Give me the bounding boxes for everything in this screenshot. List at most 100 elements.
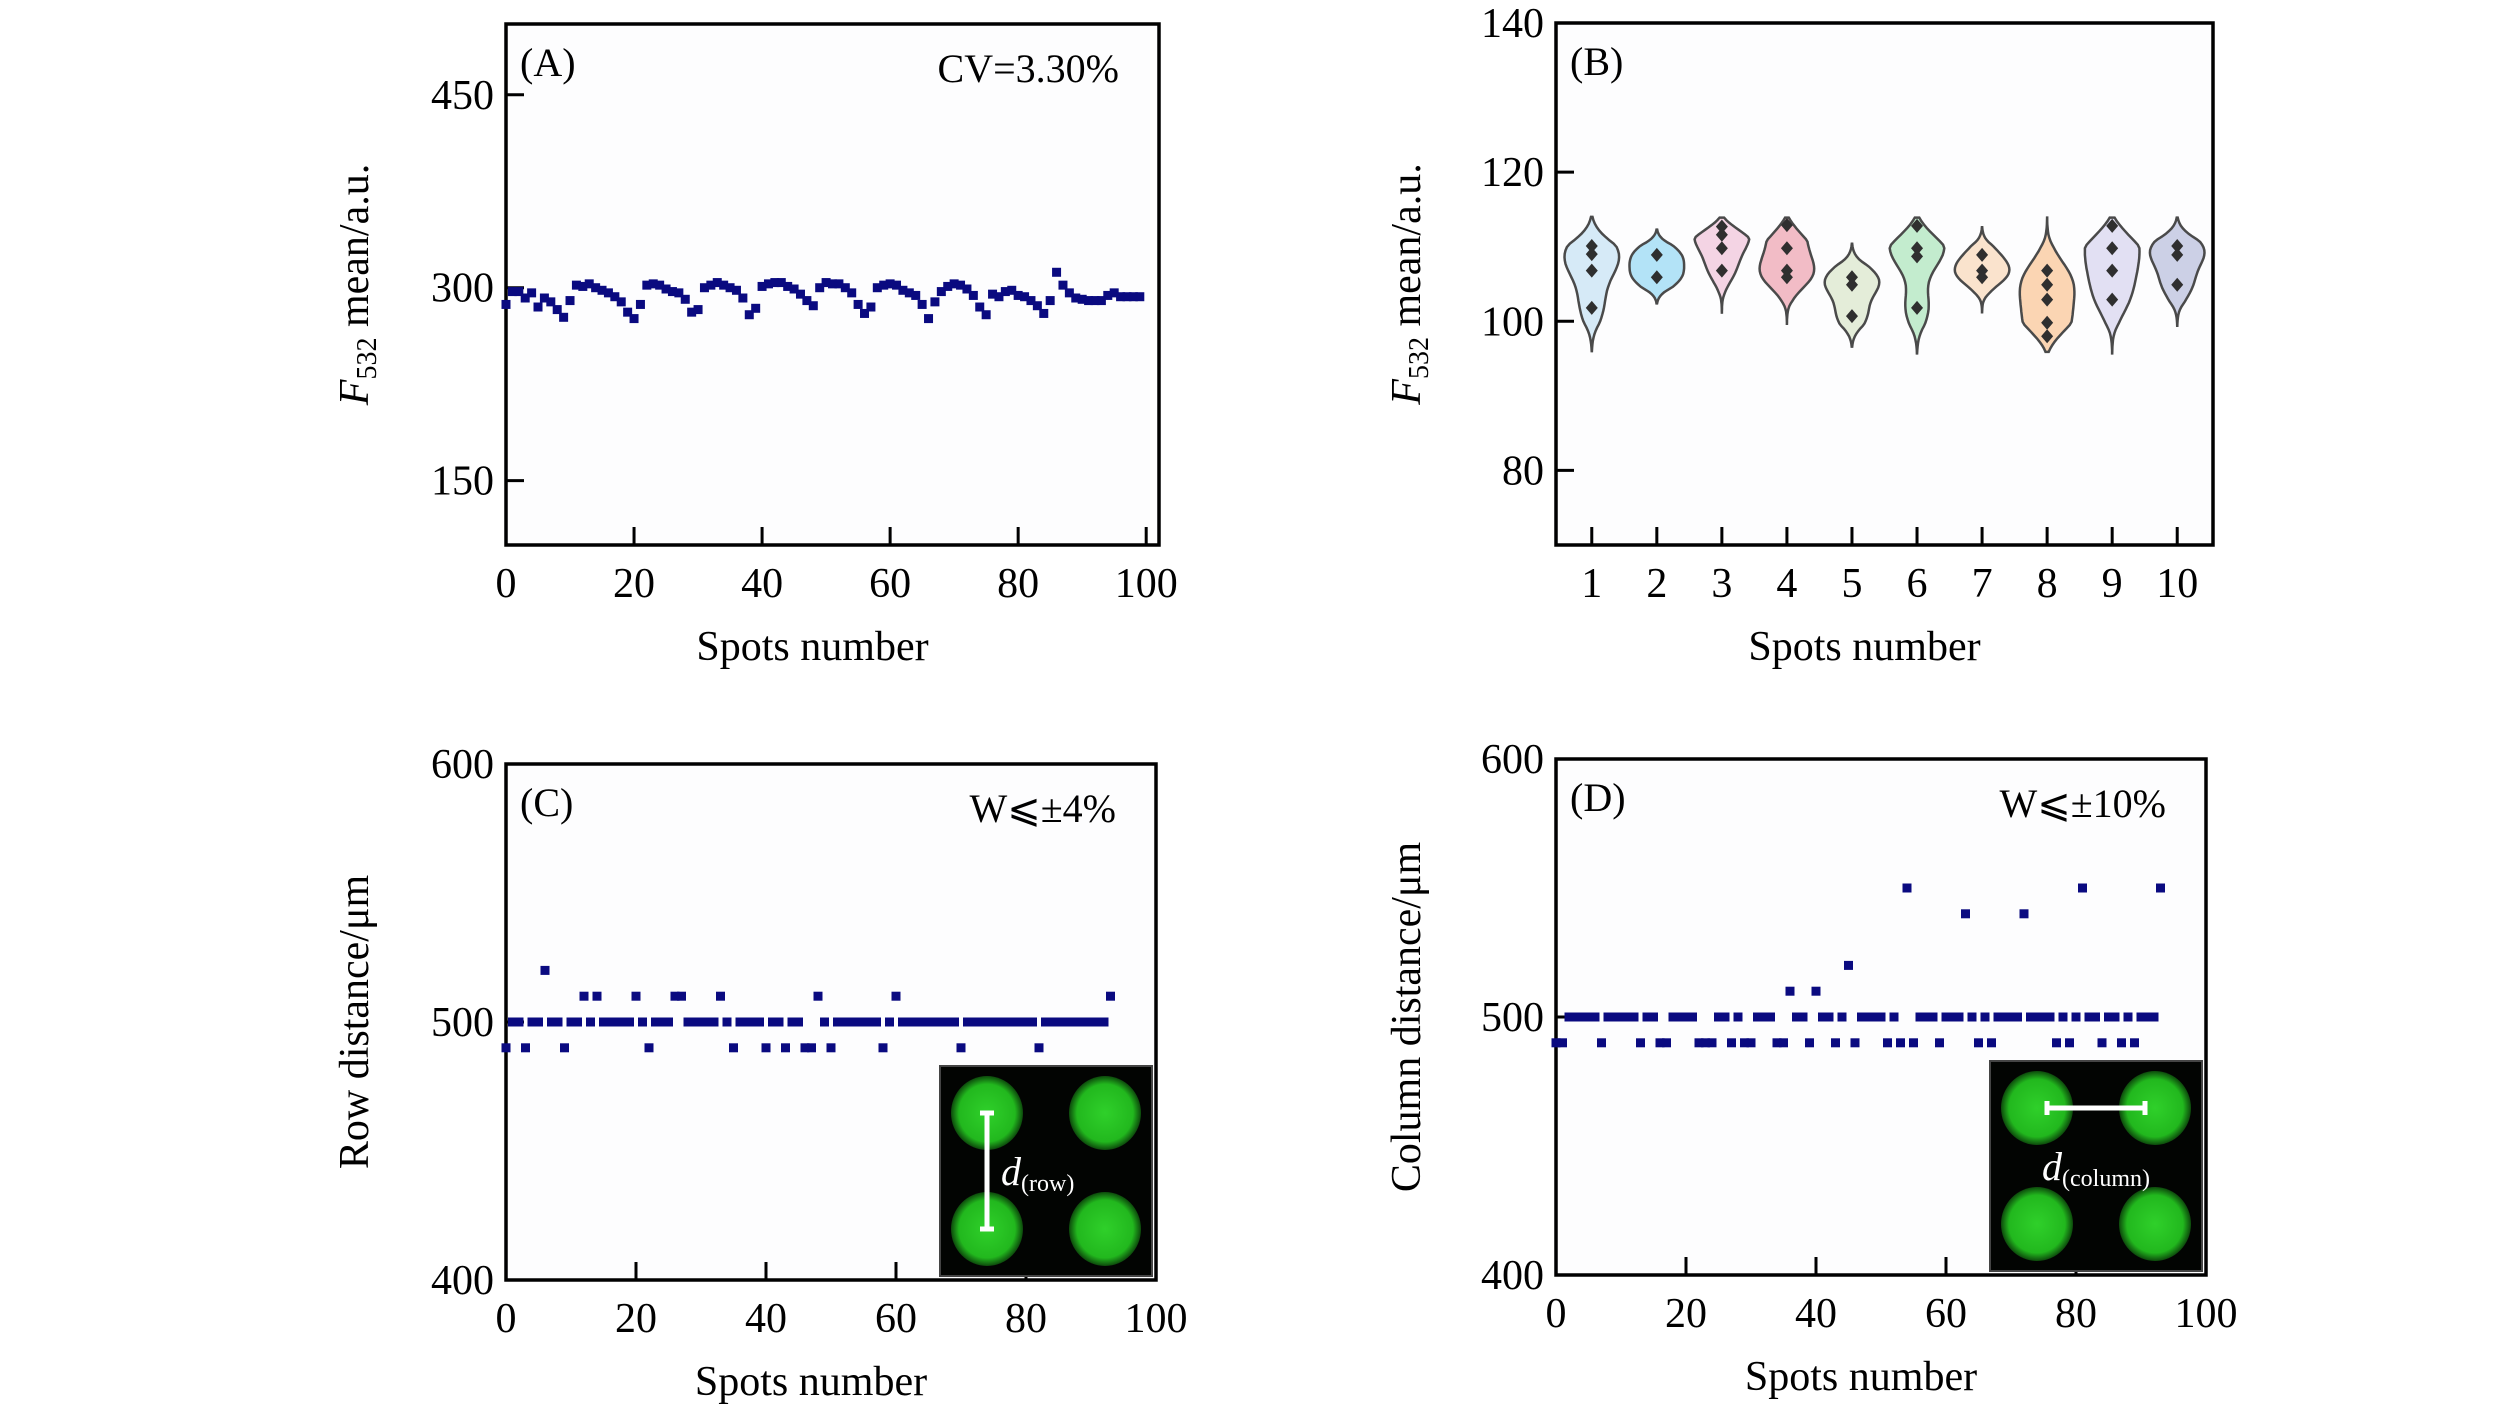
panel-label: (B) [1570, 39, 1623, 84]
data-point [904, 1017, 914, 1027]
data-point [2084, 1012, 2094, 1022]
panel-label: (C) [520, 780, 573, 825]
data-point [1974, 1038, 1983, 1048]
data-point [866, 302, 876, 312]
data-point [655, 280, 665, 290]
panel-d-column-distance-scatter: 400 500 600 0 20 40 60 80 100 d(column) Column dis… [1384, 737, 2238, 1400]
data-point [1008, 1017, 1018, 1027]
violin-data-point [1585, 238, 1598, 253]
x-tick-label: 8 [2037, 561, 2058, 607]
panel-label: (D) [1570, 775, 1626, 820]
data-point [2156, 883, 2165, 893]
data-point [1564, 1012, 1574, 1022]
data-point [1610, 1012, 1619, 1022]
data-point [963, 1017, 972, 1027]
data-point [995, 1017, 1005, 1027]
data-point [1857, 1012, 1866, 1022]
data-point [599, 1017, 608, 1027]
data-point [592, 991, 602, 1001]
data-point [1122, 292, 1132, 302]
y-tick-label: 400 [1481, 1253, 1544, 1299]
inset-label: d(row) [1001, 1149, 1074, 1197]
data-point [2045, 1012, 2055, 1022]
violin-7 [1953, 226, 2011, 314]
x-tick-label: 9 [2102, 561, 2123, 607]
data-point [1067, 1017, 1076, 1027]
data-point [1060, 1017, 1070, 1027]
inset-label-subscript: (row) [1021, 1171, 1074, 1197]
data-point [2052, 1038, 2061, 1048]
y-tick-label: 450 [431, 73, 494, 119]
data-point [1844, 960, 1853, 970]
violin-data-point [1780, 270, 1793, 285]
x-tick-label: 4 [1776, 561, 1797, 607]
data-point [1948, 1012, 1957, 1022]
data-point [1714, 1012, 1723, 1022]
x-tick-label: 40 [1795, 1291, 1837, 1337]
inset-microscopy-image: d(row) [939, 1065, 1153, 1277]
data-point [1064, 288, 1074, 298]
data-point [527, 288, 537, 298]
green-spot [2001, 1071, 2073, 1145]
data-point [1831, 1038, 1840, 1048]
data-point [1096, 296, 1106, 306]
data-point [761, 1043, 771, 1053]
data-point [936, 287, 946, 297]
data-point [742, 1017, 751, 1027]
data-point [573, 1017, 582, 1027]
data-point [2097, 1038, 2107, 1048]
data-point [610, 292, 620, 302]
data-point [748, 1017, 758, 1027]
data-point [1850, 1038, 1860, 1048]
data-point [1759, 1012, 1769, 1022]
data-point [1935, 1038, 1944, 1048]
y-tick-label: 600 [1481, 737, 1544, 783]
data-point [943, 281, 953, 291]
data-point [1084, 296, 1094, 306]
violin-data-point [2106, 263, 2119, 278]
violin-data-point [1585, 300, 1598, 315]
data-point [1688, 1012, 1697, 1022]
data-point [1052, 267, 1062, 277]
x-tick-label: 5 [1841, 561, 1862, 607]
data-point [768, 1017, 777, 1027]
data-point [1915, 1012, 1925, 1022]
violin-body [1823, 242, 1881, 348]
data-point [852, 1017, 862, 1027]
violin-data-point [1780, 218, 1793, 233]
data-point [612, 1017, 621, 1027]
data-point [744, 310, 754, 320]
violin-body [1888, 216, 1946, 355]
data-point [1032, 301, 1042, 311]
data-point [1837, 1012, 1847, 1022]
data-point [719, 280, 729, 290]
data-point [648, 279, 658, 289]
data-point [1870, 1012, 1879, 1022]
data-point [1954, 1012, 1964, 1022]
data-point [1993, 1012, 2003, 1022]
data-point [1798, 1012, 1808, 1022]
data-point [539, 293, 549, 303]
y-axis-title-symbol: F [1384, 379, 1430, 406]
violin-data-point [1911, 241, 1924, 256]
data-point [781, 1043, 790, 1053]
data-point [802, 296, 812, 306]
data-point [2091, 1012, 2100, 1022]
x-tick-label: 40 [745, 1296, 787, 1342]
data-point [1766, 1012, 1775, 1022]
annotation-text: CV=3.30% [938, 46, 1119, 91]
data-point [1824, 1012, 1834, 1022]
violin-data-point [2041, 277, 2054, 292]
data-point [2143, 1012, 2152, 1022]
data-point [833, 1017, 842, 1027]
data-point [770, 278, 780, 288]
data-point [591, 283, 601, 293]
violin-data-point [1976, 270, 1989, 285]
panel-label: (A) [520, 40, 576, 85]
violin-data-point [1715, 241, 1728, 256]
data-point [1584, 1012, 1593, 1022]
data-point [547, 1017, 556, 1027]
x-tick-label: 100 [1125, 1296, 1188, 1342]
data-point [712, 278, 722, 288]
